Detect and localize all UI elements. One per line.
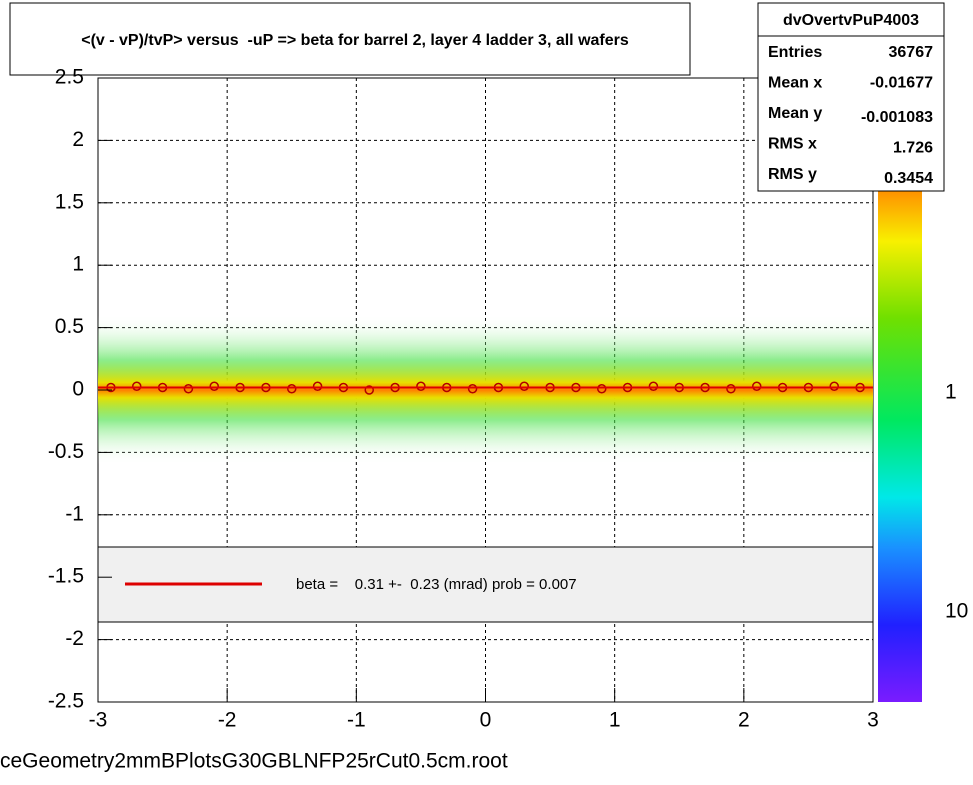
profile-point xyxy=(597,384,607,394)
stats-name: dvOvertvPuP4003 xyxy=(783,12,919,29)
stats-value: 36767 xyxy=(889,44,934,61)
palette-label: 10 xyxy=(945,600,968,623)
stats-label: Entries xyxy=(768,44,822,61)
profile-point xyxy=(183,384,194,394)
stats-value: 1.726 xyxy=(893,140,933,157)
title-box xyxy=(9,2,691,76)
profile-point xyxy=(416,381,426,392)
x-tick-label: -1 xyxy=(347,709,366,732)
profile-point xyxy=(209,381,219,392)
y-tick-label: 2.5 xyxy=(55,66,84,89)
stats-value: -0.001083 xyxy=(861,109,933,126)
profile-point xyxy=(648,381,659,392)
profile-point xyxy=(312,381,323,392)
y-tick-label: 0.5 xyxy=(55,315,84,338)
x-tick-label: -3 xyxy=(89,709,108,732)
x-tick-label: 0 xyxy=(480,709,492,732)
stats-value: -0.01677 xyxy=(870,75,933,92)
stats-label: Mean x xyxy=(768,75,822,92)
fit-legend-text: beta = 0.31 +- 0.23 (mrad) prob = 0.007 xyxy=(296,576,577,593)
profile-point xyxy=(726,384,736,394)
profile-point xyxy=(287,384,297,394)
profile-point xyxy=(752,381,762,392)
x-tick-label: -2 xyxy=(218,709,237,732)
stats-label: RMS x xyxy=(768,136,817,153)
y-tick-label: -2.5 xyxy=(48,690,84,713)
profile-point xyxy=(467,384,478,394)
y-tick-label: 2 xyxy=(72,128,84,151)
footer-filename: ceGeometry2mmBPlotsG30GBLNFP25rCut0.5cm.… xyxy=(0,750,508,773)
stats-label: Mean y xyxy=(768,105,822,122)
chart-title: <(v - vP)/tvP> versus -uP => beta for ba… xyxy=(81,32,629,49)
y-tick-label: -0.5 xyxy=(48,440,84,463)
profile-point xyxy=(829,381,839,392)
y-tick-label: -1.5 xyxy=(48,565,84,588)
y-tick-label: 0 xyxy=(72,378,84,401)
x-tick-label: 2 xyxy=(738,709,750,732)
stats-value: 0.3454 xyxy=(884,170,933,187)
profile-point xyxy=(519,381,529,392)
stats-box xyxy=(757,2,945,192)
color-palette xyxy=(878,190,922,702)
density-band xyxy=(98,315,873,465)
stats-label: RMS y xyxy=(768,166,817,183)
y-tick-label: 1.5 xyxy=(55,190,84,213)
profile-point xyxy=(132,381,142,392)
y-tick-label: -1 xyxy=(65,502,84,525)
x-tick-label: 1 xyxy=(609,709,621,732)
y-tick-label: 1 xyxy=(72,253,84,276)
palette-label: 1 xyxy=(945,381,957,404)
profile-point xyxy=(364,385,374,395)
y-tick-label: -2 xyxy=(65,627,84,650)
x-tick-label: 3 xyxy=(867,709,879,732)
